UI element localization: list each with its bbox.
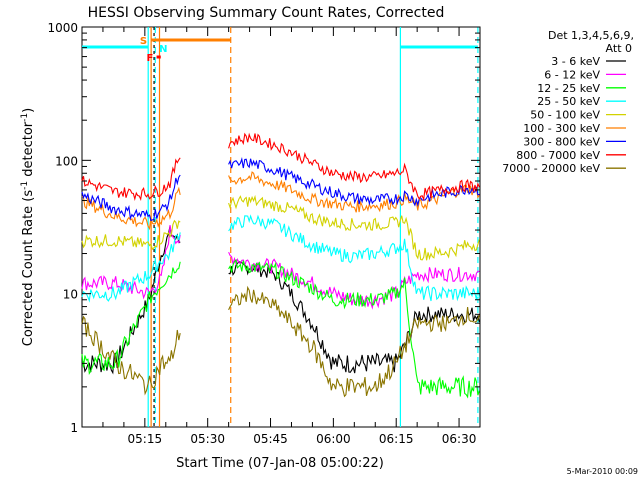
x-tick-label: 06:30 <box>442 432 477 446</box>
x-tick-label: 05:45 <box>253 432 288 446</box>
footer-date: 5-Mar-2010 00:09 <box>567 467 638 476</box>
legend-entry-label: 7000 - 20000 keV <box>502 162 600 175</box>
y-tick-label: 10 <box>63 288 78 302</box>
x-tick-label: 06:00 <box>316 432 351 446</box>
y-tick-label: 1000 <box>47 21 78 35</box>
flag-label-s: S <box>140 36 147 47</box>
y-tick-label: 1 <box>70 421 78 435</box>
y-axis-label: Corrected Count Rate (s-1 detector-1) <box>20 108 36 346</box>
x-tick-label: 05:15 <box>128 432 163 446</box>
series-layer <box>81 132 480 399</box>
flag-label-f: F <box>147 53 154 64</box>
axis-layer: 1 10 100 1000 05:15 05:30 05:45 06:00 06:15 06:30 <box>47 21 481 446</box>
x-tick-label: 06:15 <box>379 432 414 446</box>
series-line <box>81 132 480 202</box>
flag-label-n: N <box>159 44 167 55</box>
series-line <box>81 194 480 261</box>
x-tick-label: 05:30 <box>190 432 225 446</box>
series-line <box>81 258 480 399</box>
legend-entry-label: 50 - 100 keV <box>530 109 600 122</box>
series-line <box>81 226 480 375</box>
legend-entry-label: 100 - 300 keV <box>523 122 600 135</box>
legend-entry-label: 12 - 25 keV <box>537 82 600 95</box>
series-line <box>81 214 480 303</box>
legend-entry-label: 800 - 7000 keV <box>516 149 600 162</box>
series-line <box>81 225 480 310</box>
plot-frame <box>81 26 481 428</box>
series-line <box>81 157 480 222</box>
y-tick-label: 100 <box>55 154 78 168</box>
legend-entry-label: 300 - 800 keV <box>523 135 600 148</box>
x-axis-label: Start Time (07-Jan-08 05:00:22) <box>176 456 384 471</box>
series-line <box>81 285 480 398</box>
legend-entry-label: 3 - 6 keV <box>551 55 600 68</box>
legend-header-1: Det 1,3,4,5,6,9, <box>548 29 634 42</box>
legend-entry-label: 6 - 12 keV <box>544 68 600 81</box>
annotation-layer: S NF <box>82 27 479 427</box>
legend-header-2: Att 0 <box>606 42 632 55</box>
chart-title: HESSI Observing Summary Count Rates, Cor… <box>88 5 445 21</box>
legend-entry-label: 25 - 50 keV <box>537 95 600 108</box>
series-line <box>81 171 480 231</box>
